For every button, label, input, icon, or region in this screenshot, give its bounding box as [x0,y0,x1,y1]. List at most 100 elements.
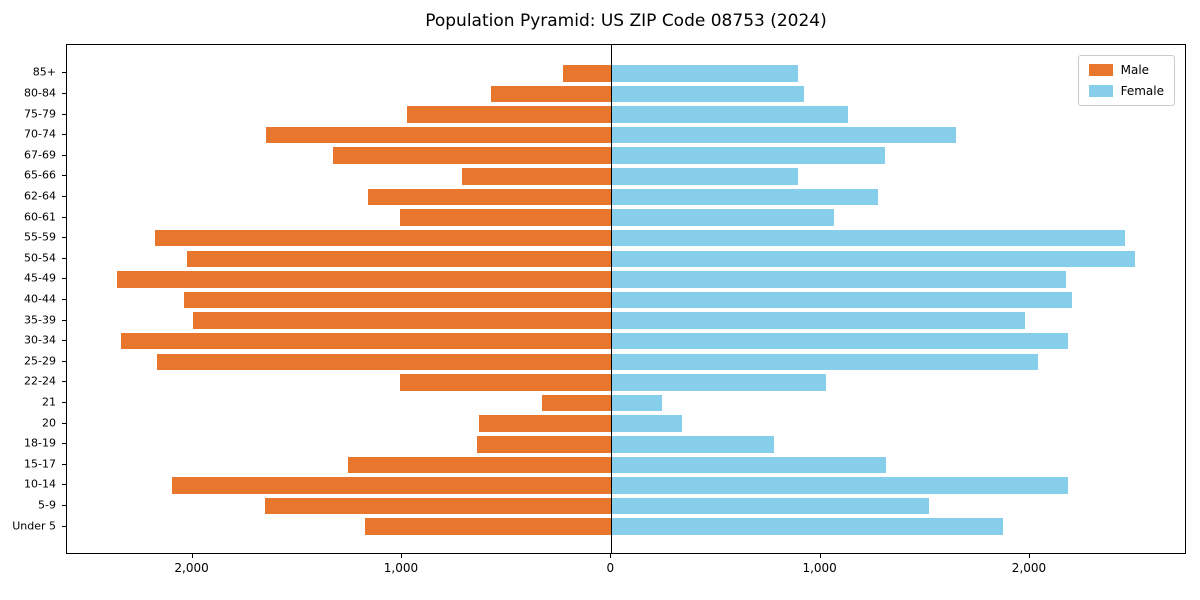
y-tick-mark [62,154,66,156]
y-tick-mark [62,505,66,507]
x-tick-label-1000: 1,000 [383,561,419,575]
bar-female-45-49 [611,271,1067,288]
zero-axis-line [610,45,612,553]
y-tick-label-65-66: 65-66 [24,168,56,182]
y-tick-mark [62,402,66,404]
y-tick-mark [62,484,66,486]
bar-female-75-79 [611,106,849,123]
y-tick-mark [62,463,66,465]
y-tick-mark [62,340,66,342]
y-tick-mark [62,92,66,94]
legend-item-female: Female [1088,84,1164,98]
y-tick-mark [62,237,66,239]
y-tick-mark [62,72,66,74]
bar-female-50-54 [611,250,1136,268]
legend-male-label: Male [1120,63,1150,77]
x-tick-mark [191,554,193,558]
bar-male-75-79 [407,106,612,123]
y-tick-label-60-61: 60-61 [24,210,56,224]
y-tick-mark [62,257,66,259]
bar-female-under-5 [611,518,1004,535]
y-tick-label-21: 21 [42,395,56,409]
y-tick-mark [62,216,66,218]
bar-male-18-19 [477,436,612,453]
female-swatch-icon [1088,85,1113,97]
y-tick-mark [62,525,66,527]
y-tick-mark [62,195,66,197]
bar-male-15-17 [347,456,612,474]
y-tick-mark [62,278,66,280]
bar-male-22-24 [399,374,612,391]
y-tick-label-25-29: 25-29 [24,354,56,368]
y-tick-mark [62,443,66,445]
bar-female-10-14 [611,477,1069,494]
bar-male-45-49 [117,271,612,288]
bar-male-70-74 [265,126,612,144]
y-tick-label-35-39: 35-39 [24,313,56,327]
bar-male-67-69 [332,147,612,164]
bar-female-35-39 [611,312,1026,329]
bar-male-10-14 [171,477,612,494]
y-tick-mark [62,381,66,383]
plot-area: Male Female [66,44,1186,554]
y-tick-label-15-17: 15-17 [24,457,56,471]
bar-female-67-69 [611,147,885,164]
bar-female-21 [611,394,663,412]
bar-female-20 [611,415,682,432]
bar-female-18-19 [611,436,775,453]
bar-female-70-74 [611,126,957,144]
bar-male-60-61 [399,209,612,226]
y-tick-label-70-74: 70-74 [24,127,56,141]
bar-male-40-44 [184,291,612,309]
x-tick-label-0: 0 [606,561,615,575]
y-tick-mark [62,360,66,362]
y-tick-label-67-69: 67-69 [24,148,56,162]
y-tick-label-under-5: Under 5 [12,519,56,533]
y-tick-label-55-59: 55-59 [24,230,56,244]
bar-female-62-64 [611,188,878,206]
y-tick-label-22-24: 22-24 [24,374,56,388]
bar-male-50-54 [187,250,612,268]
y-tick-label-50-54: 50-54 [24,251,56,265]
bar-female-30-34 [611,332,1069,350]
y-tick-label-30-34: 30-34 [24,333,56,347]
bar-female-60-61 [611,209,834,226]
bar-female-25-29 [611,353,1038,371]
x-tick-label-2000: 2,000 [174,561,209,575]
bar-female-40-44 [611,291,1073,309]
bar-female-80-84 [611,85,805,103]
bar-male-30-34 [121,332,612,350]
bar-female-65-66 [611,168,799,185]
y-tick-label-10-14: 10-14 [24,477,56,491]
y-tick-label-85+: 85+ [32,65,56,79]
y-tick-label-20: 20 [42,416,56,430]
bar-female-55-59 [611,229,1125,247]
bar-male-20 [479,415,612,432]
y-tick-label-75-79: 75-79 [24,107,56,121]
bar-female-15-17 [611,456,887,474]
x-tick-label-1000: 1,000 [802,561,837,575]
bar-male-65-66 [461,168,612,185]
bar-female-22-24 [611,374,827,391]
male-swatch-icon [1088,64,1113,76]
legend-item-male: Male [1088,63,1164,77]
y-tick-label-5-9: 5-9 [38,498,56,512]
legend-female-label: Female [1120,84,1164,98]
bar-female-5-9 [611,497,929,515]
bar-male-55-59 [154,229,612,247]
chart-title: Population Pyramid: US ZIP Code 08753 (2… [425,11,827,31]
bar-male-62-64 [368,188,612,206]
bar-male-21 [542,394,612,412]
y-tick-label-45-49: 45-49 [24,271,56,285]
y-tick-mark [62,134,66,136]
y-tick-mark [62,319,66,321]
y-tick-mark [62,175,66,177]
legend: Male Female [1077,55,1175,106]
bar-male-5-9 [264,497,612,515]
x-tick-mark [1028,554,1030,558]
bar-female-85+ [611,65,799,82]
bar-male-under-5 [365,518,612,535]
y-tick-mark [62,113,66,115]
bar-male-35-39 [192,312,612,329]
